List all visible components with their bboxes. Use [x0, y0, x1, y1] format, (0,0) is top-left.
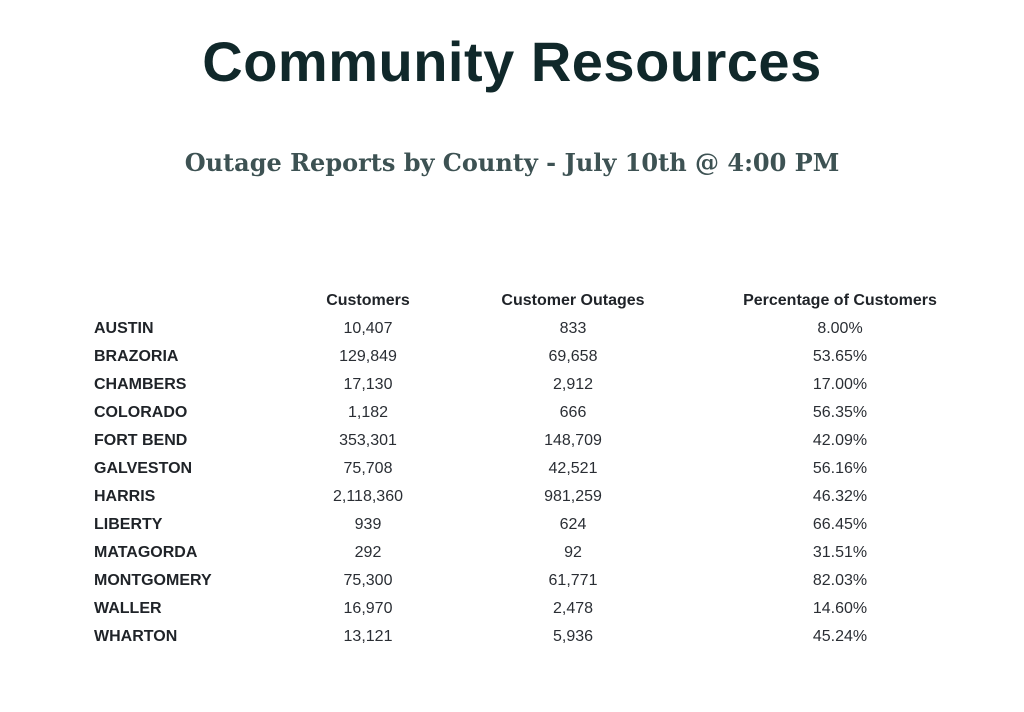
customers-count: 129,849	[339, 348, 397, 365]
table-row: MATAGORDA 292 92 31.51%	[94, 539, 996, 567]
outage-percentage: 66.45%	[812, 516, 868, 533]
outages-count: 666	[559, 404, 587, 421]
outages-count: 42,521	[548, 460, 598, 477]
county-name: HARRIS	[94, 488, 156, 505]
county-name: WHARTON	[94, 628, 178, 645]
customers-count: 16,970	[343, 600, 393, 617]
customers-count: 75,300	[343, 572, 393, 589]
customers-count: 353,301	[339, 432, 397, 449]
page-subtitle: Outage Reports by County - July 10th @ 4…	[184, 148, 840, 177]
outage-percentage: 14.60%	[812, 600, 868, 617]
column-header-county	[94, 287, 274, 315]
customers-count: 17,130	[343, 376, 393, 393]
customers-count: 75,708	[343, 460, 393, 477]
county-name: MONTGOMERY	[94, 572, 212, 589]
column-header-customers: Customers	[326, 292, 410, 309]
outages-count: 624	[559, 516, 587, 533]
outage-percentage: 8.00%	[817, 320, 863, 337]
customers-count: 10,407	[343, 320, 393, 337]
customers-count: 939	[354, 516, 382, 533]
outage-table: Customers Customer Outages Percentage of…	[94, 287, 996, 651]
outage-percentage: 53.65%	[812, 348, 868, 365]
table-row: FORT BEND 353,301 148,709 42.09%	[94, 427, 996, 455]
outages-count: 92	[564, 544, 582, 561]
county-name: FORT BEND	[94, 432, 188, 449]
outages-count: 833	[559, 320, 587, 337]
county-name: MATAGORDA	[94, 544, 198, 561]
outages-count: 2,478	[552, 600, 594, 617]
county-name: COLORADO	[94, 404, 188, 421]
table-row: WHARTON 13,121 5,936 45.24%	[94, 623, 996, 651]
outages-count: 2,912	[552, 376, 594, 393]
county-name: BRAZORIA	[94, 348, 179, 365]
outages-count: 69,658	[548, 348, 598, 365]
outage-percentage: 82.03%	[812, 572, 868, 589]
customers-count: 1,182	[347, 404, 389, 421]
outage-percentage: 56.16%	[812, 460, 868, 477]
outage-percentage: 31.51%	[812, 544, 868, 561]
table-row: AUSTIN 10,407 833 8.00%	[94, 315, 996, 343]
outages-count: 5,936	[552, 628, 594, 645]
table-row: MONTGOMERY 75,300 61,771 82.03%	[94, 567, 996, 595]
county-name: GALVESTON	[94, 460, 193, 477]
column-header-percentage: Percentage of Customers	[743, 292, 937, 309]
county-name: WALLER	[94, 600, 162, 617]
outages-count: 981,259	[544, 488, 602, 505]
table-row: WALLER 16,970 2,478 14.60%	[94, 595, 996, 623]
table-row: CHAMBERS 17,130 2,912 17.00%	[94, 371, 996, 399]
customers-count: 292	[354, 544, 382, 561]
table-row: COLORADO 1,182 666 56.35%	[94, 399, 996, 427]
county-name: CHAMBERS	[94, 376, 187, 393]
column-header-customer-outages: Customer Outages	[501, 292, 645, 309]
table-row: HARRIS 2,118,360 981,259 46.32%	[94, 483, 996, 511]
outage-percentage: 42.09%	[812, 432, 868, 449]
outage-percentage: 45.24%	[812, 628, 868, 645]
outages-count: 148,709	[544, 432, 602, 449]
outage-percentage: 46.32%	[812, 488, 868, 505]
customers-count: 2,118,360	[333, 488, 403, 505]
outage-percentage: 17.00%	[812, 376, 868, 393]
county-name: LIBERTY	[94, 516, 163, 533]
outage-percentage: 56.35%	[812, 404, 868, 421]
table-row: GALVESTON 75,708 42,521 56.16%	[94, 455, 996, 483]
county-name: AUSTIN	[94, 320, 154, 337]
table-row: BRAZORIA 129,849 69,658 53.65%	[94, 343, 996, 371]
table-header-row: Customers Customer Outages Percentage of…	[94, 287, 996, 315]
table-row: LIBERTY 939 624 66.45%	[94, 511, 996, 539]
page-title: Community Resources	[202, 30, 822, 93]
customers-count: 13,121	[343, 628, 393, 645]
outages-count: 61,771	[548, 572, 598, 589]
